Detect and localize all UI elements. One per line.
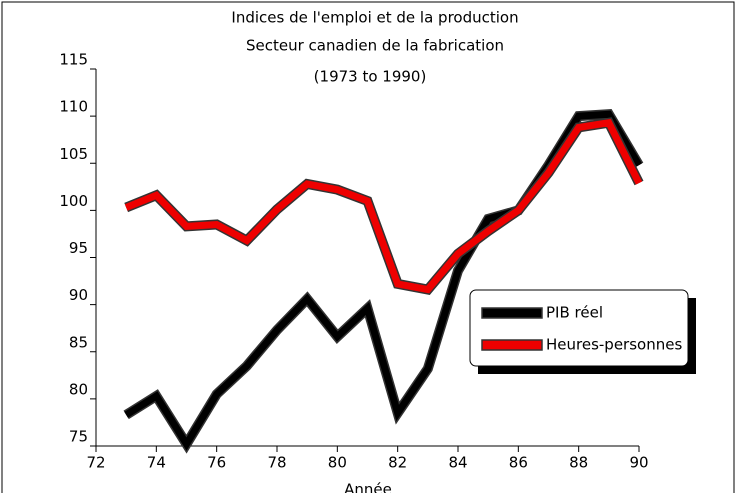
legend-label: Heures-personnes — [546, 336, 682, 354]
y-tick-label: 110 — [59, 98, 88, 116]
x-tick-label: 90 — [629, 454, 648, 472]
x-tick-label: 82 — [388, 454, 407, 472]
line-outline — [123, 109, 644, 454]
x-tick-label: 84 — [448, 454, 467, 472]
y-tick-label: 80 — [69, 380, 88, 398]
x-tick-label: 72 — [86, 454, 105, 472]
y-tick-label: 90 — [69, 286, 88, 304]
y-tick-label: 115 — [59, 51, 88, 69]
legend — [469, 289, 689, 367]
y-tick-label: 105 — [59, 145, 88, 163]
x-tick-label: 86 — [509, 454, 528, 472]
legend-label: PIB réel — [546, 304, 603, 322]
x-tick-label: 88 — [569, 454, 588, 472]
y-tick-label: 85 — [69, 333, 88, 351]
legend-swatch — [481, 339, 543, 351]
chart-title: Indices de l'emploi et de la production — [231, 9, 518, 27]
x-axis-label: Année — [344, 481, 392, 493]
y-tick-label: 95 — [69, 239, 88, 257]
x-tick-label: 76 — [207, 454, 226, 472]
series-line — [124, 110, 643, 451]
series-line — [124, 118, 643, 294]
x-tick-label: 74 — [147, 454, 166, 472]
x-tick-label: 80 — [328, 454, 347, 472]
x-tick-label: 78 — [267, 454, 286, 472]
chart-period: (1973 to 1990) — [314, 68, 427, 86]
y-tick-label: 100 — [59, 192, 88, 210]
y-tick-label: 75 — [69, 428, 88, 446]
chart-subtitle: Secteur canadien de la fabrication — [246, 37, 504, 55]
legend-swatch — [481, 307, 543, 319]
